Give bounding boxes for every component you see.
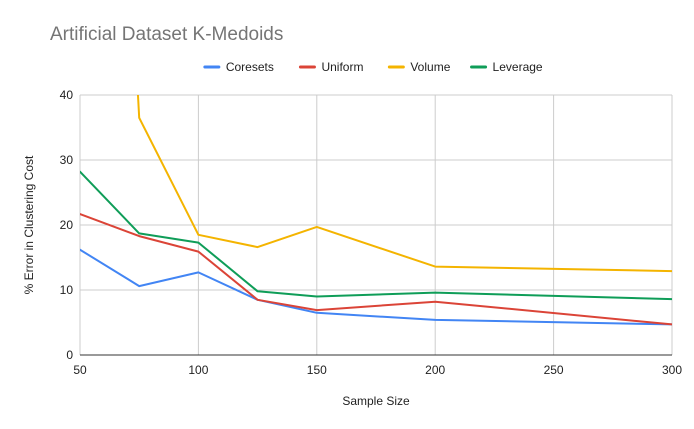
y-tick-label: 40 <box>60 88 74 102</box>
series-line-volume <box>136 95 672 273</box>
series-line-uniform <box>80 213 672 326</box>
x-tick-label: 150 <box>307 363 327 377</box>
chart-title: Artificial Dataset K-Medoids <box>50 24 283 45</box>
legend-item-volume[interactable]: Volume <box>387 60 451 74</box>
x-tick-label: 50 <box>73 363 87 377</box>
gridlines <box>79 94 673 355</box>
series-line-leverage <box>80 170 672 301</box>
legend-label: Volume <box>410 60 450 74</box>
legend: Coresets Uniform Volume Leverage <box>203 60 543 74</box>
x-axis-ticks: 50 100 150 200 250 300 <box>73 363 682 377</box>
x-tick-label: 300 <box>662 363 682 377</box>
legend-item-uniform[interactable]: Uniform <box>298 60 363 74</box>
x-tick-label: 100 <box>188 363 208 377</box>
y-tick-label: 30 <box>60 153 74 167</box>
series-lines <box>80 95 672 326</box>
x-tick-label: 250 <box>544 363 564 377</box>
legend-label: Leverage <box>493 60 543 74</box>
x-axis-title: Sample Size <box>342 394 410 408</box>
legend-label: Coresets <box>226 60 274 74</box>
x-tick-label: 200 <box>425 363 445 377</box>
y-axis-ticks: 0 10 20 30 40 <box>60 88 74 362</box>
y-tick-label: 20 <box>60 218 74 232</box>
y-tick-label: 0 <box>66 348 73 362</box>
y-tick-label: 10 <box>60 283 74 297</box>
legend-item-coresets[interactable]: Coresets <box>203 60 274 74</box>
y-axis-title: % Error in Clustering Cost <box>22 155 36 294</box>
series-line-coresets <box>80 248 672 326</box>
legend-item-leverage[interactable]: Leverage <box>470 60 543 74</box>
legend-label: Uniform <box>321 60 363 74</box>
